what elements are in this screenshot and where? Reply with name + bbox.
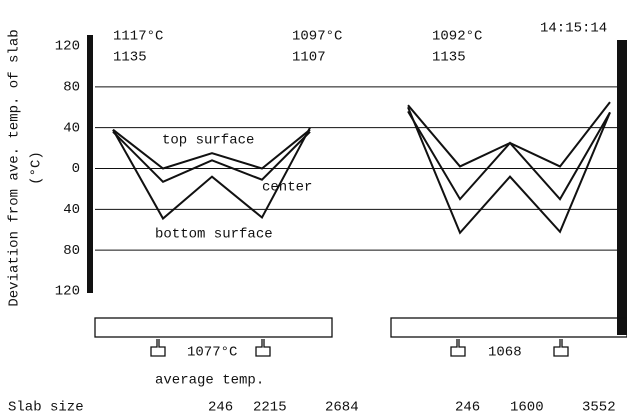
slab-drawing [95,318,627,356]
head-temp: 1092°C [432,29,482,45]
y-tick-label: 120 [55,39,80,55]
y-unit: (°C) [29,151,45,185]
y-tick-label: 0 [72,161,80,177]
slab-size: 246 [455,400,480,416]
head-value: 1135 [432,50,466,66]
series-label: bottom surface [155,227,273,243]
average-temp: 1077°C [187,345,237,361]
slab-size: 2684 [325,400,359,416]
time: 14:15:14 [540,21,607,37]
x-label: Slab size [8,400,84,416]
slab-size: 1600 [510,400,544,416]
right-bar [617,40,627,335]
left-bar [87,35,93,293]
average-label: average temp. [155,373,264,389]
chart: Deviation from ave. temp. of slab (°C) 1… [0,0,627,416]
slab-size: 2215 [253,400,287,416]
head-value: 1107 [292,50,326,66]
y-tick-label: 40 [63,120,80,136]
y-tick-label: 120 [55,284,80,300]
y-tick-label: 40 [63,202,80,218]
head-temp: 1097°C [292,29,342,45]
y-tick-label: 80 [63,243,80,259]
y-label: Deviation from ave. temp. of slab [7,29,23,306]
line [408,107,610,233]
series-label: center [262,180,312,196]
slab-size: 246 [208,400,233,416]
average-temp: 1068 [488,345,522,361]
head-temp: 1117°C [113,29,163,45]
head-value: 1135 [113,50,147,66]
y-tick-label: 80 [63,80,80,96]
line [408,102,610,166]
series-label: top surface [162,133,254,149]
slab-size: 3552 [582,400,616,416]
